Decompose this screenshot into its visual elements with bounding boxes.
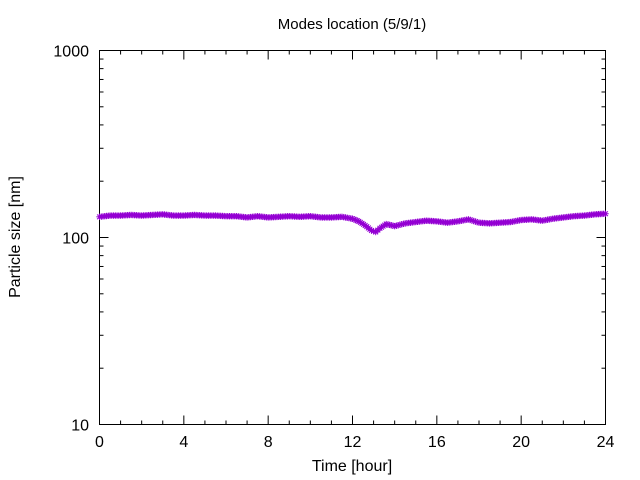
chart-title: Modes location (5/9/1)	[278, 16, 426, 33]
y-axis-label: Particle size [nm]	[7, 176, 24, 298]
x-tick-label: 24	[597, 434, 615, 451]
x-tick-label: 4	[179, 434, 188, 451]
data-points	[96, 210, 609, 236]
x-axis-label: Time [hour]	[312, 458, 392, 475]
tick-labels: 0 4 8 12 16 20 24 10 100 1000	[53, 44, 614, 452]
axis-ticks	[99, 50, 606, 425]
plot-frame	[99, 50, 606, 425]
x-tick-label: 16	[428, 434, 446, 451]
x-tick-label: 0	[95, 434, 104, 451]
data-point	[602, 210, 609, 217]
y-tick-label: 100	[62, 231, 89, 248]
y-tick-label: 10	[71, 418, 89, 435]
y-tick-label: 1000	[53, 44, 89, 61]
x-tick-label: 20	[512, 434, 530, 451]
x-tick-label: 12	[344, 434, 362, 451]
x-tick-label: 8	[264, 434, 273, 451]
